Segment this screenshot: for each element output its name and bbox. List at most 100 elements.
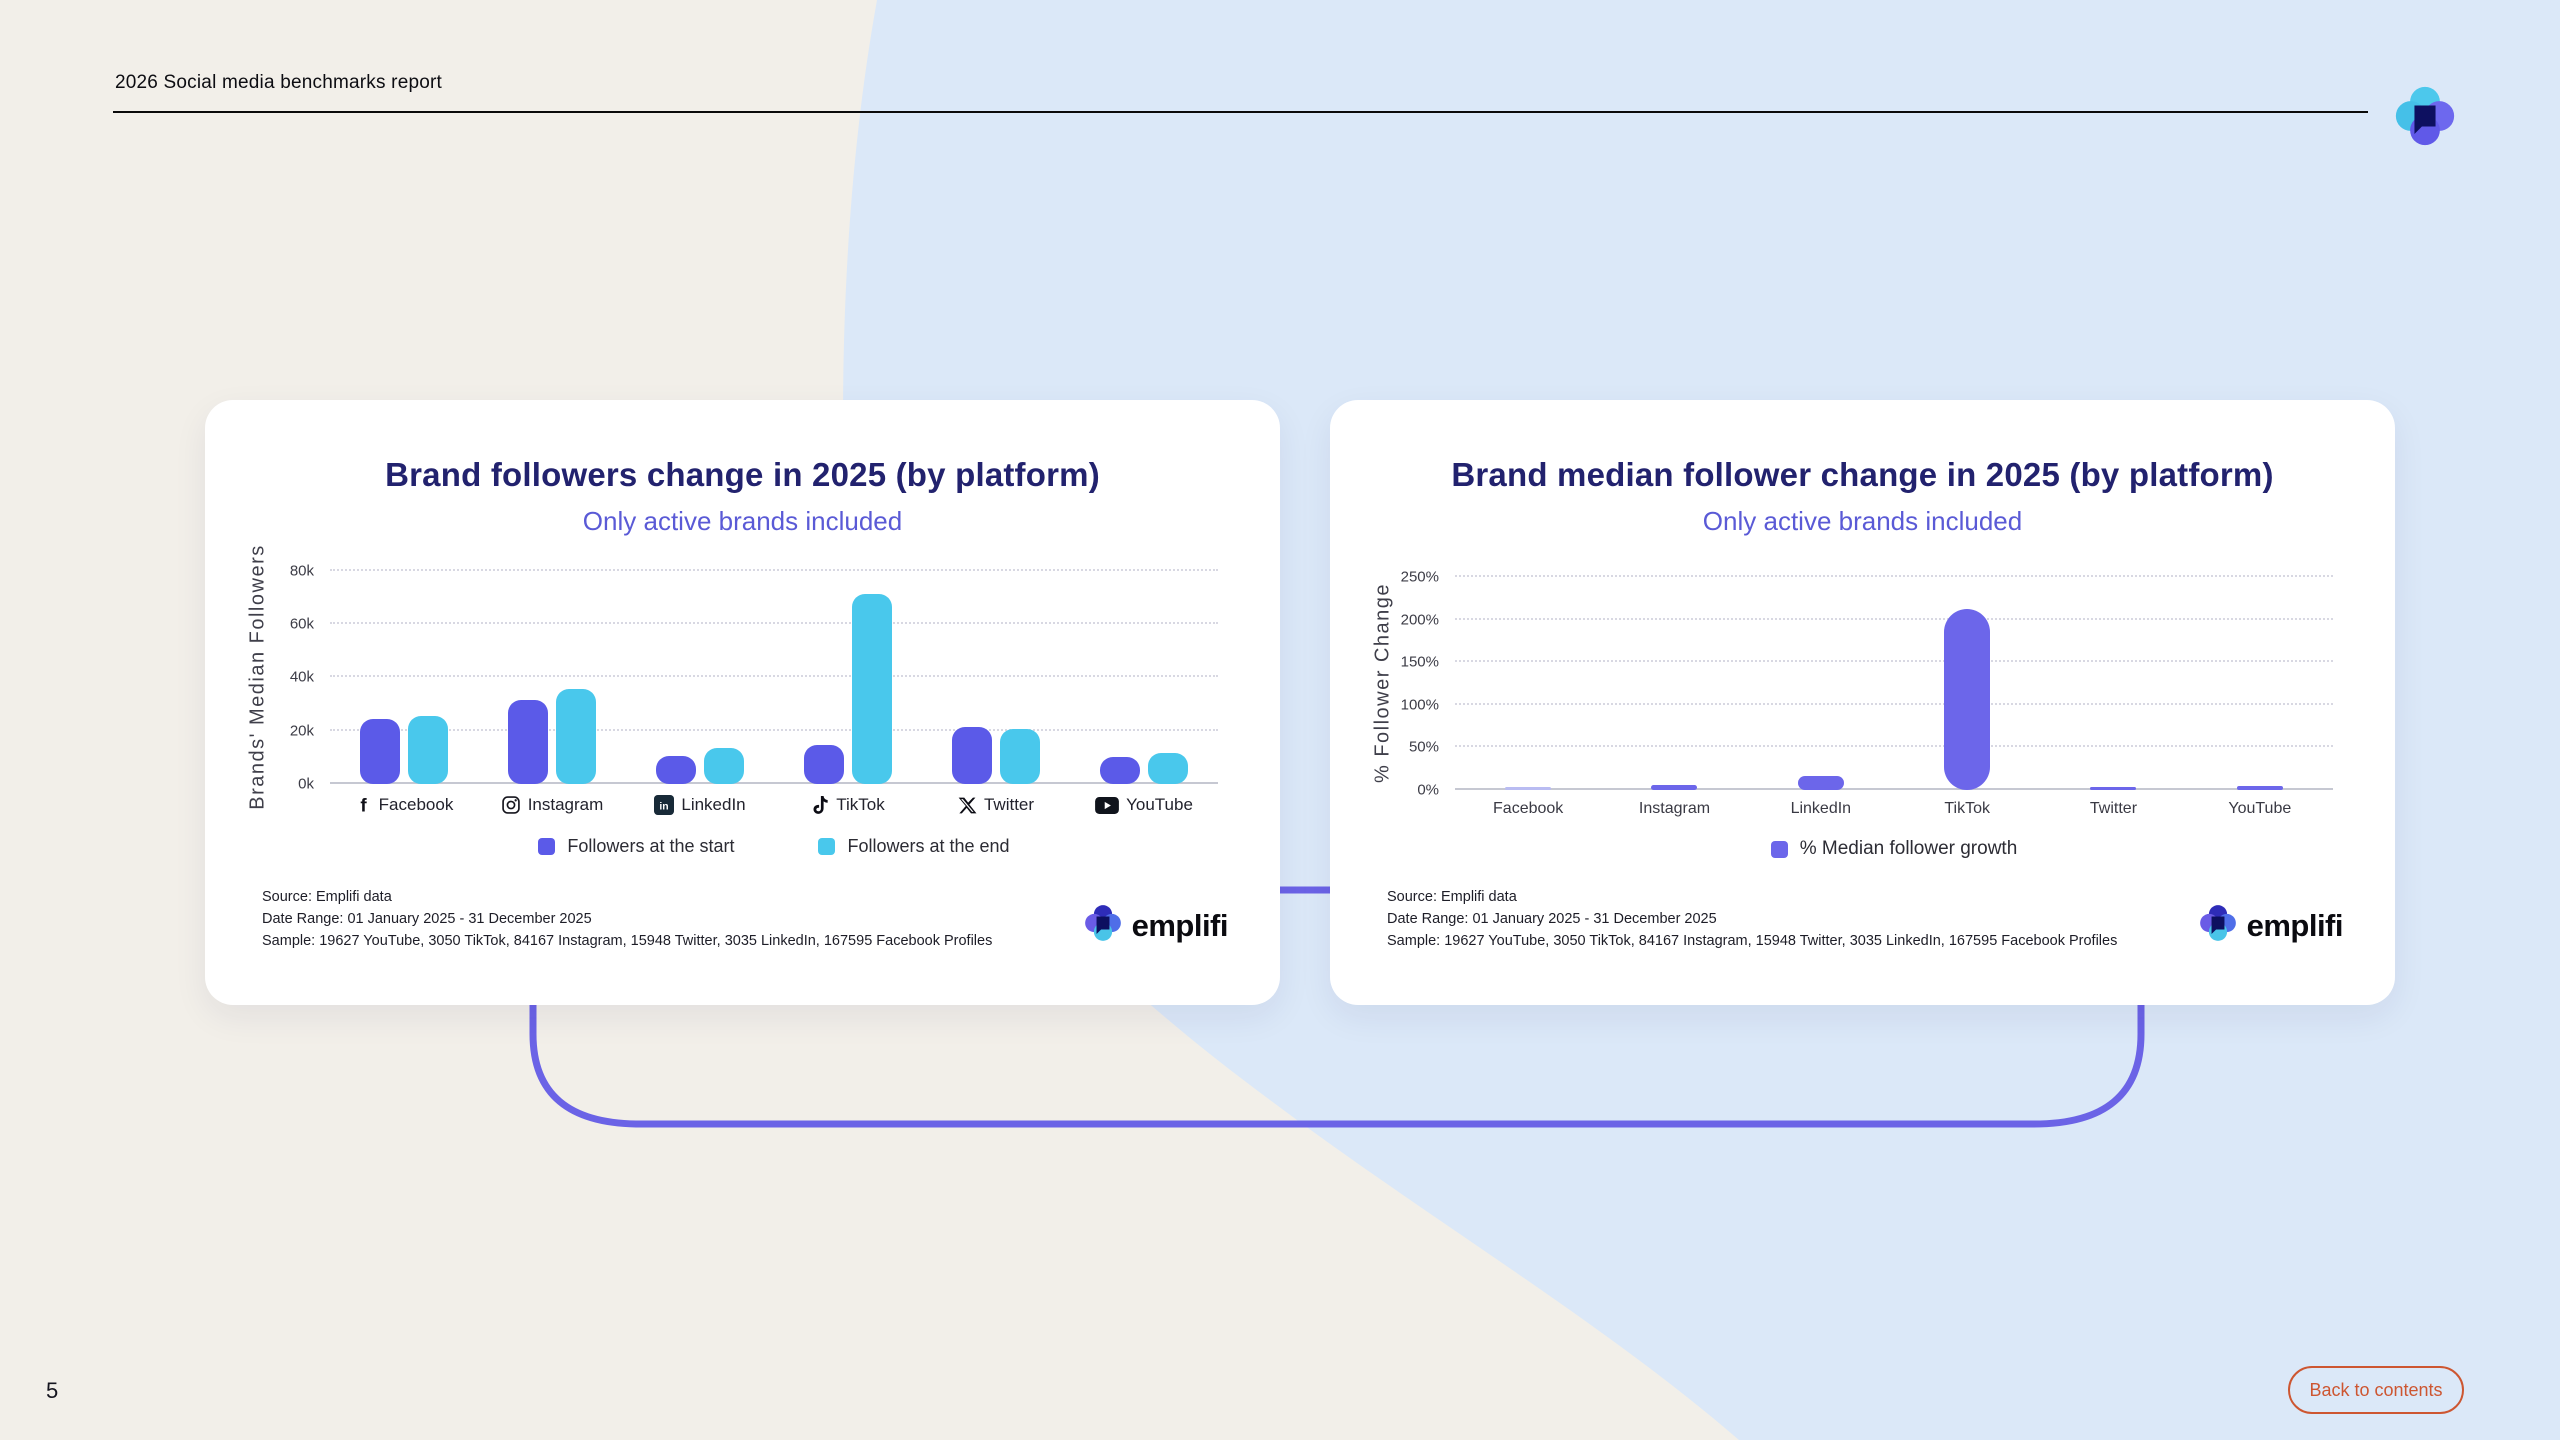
- twitter-x-icon: [958, 796, 977, 815]
- bracket-curve: [529, 998, 2145, 1128]
- emplifi-logo: emplifi: [1084, 904, 1229, 947]
- category-label: Facebook: [378, 795, 454, 814]
- bar-plot: 0% 50% 100% 150% 200% 250%: [1401, 569, 2333, 799]
- back-to-contents-button[interactable]: Back to contents: [2288, 1366, 2464, 1414]
- y-tick-label: 0%: [1417, 781, 1439, 799]
- bar-plot: 0k 20k 40k 60k 80k: [290, 563, 1218, 793]
- legend-swatch: [538, 838, 556, 855]
- category-label: YouTube: [2228, 800, 2292, 817]
- y-tick-label: 100%: [1400, 696, 1439, 714]
- y-tick-label: 60k: [289, 615, 314, 633]
- bar-instagram: [508, 700, 548, 784]
- bar-linkedin: [1797, 776, 1844, 790]
- bar-facebook: [360, 719, 400, 784]
- category-label: Twitter: [983, 795, 1035, 814]
- followers-change-card: Brand followers change in 2025 (by platf…: [205, 400, 1280, 1005]
- legend-label: Followers at the end: [847, 836, 1010, 856]
- bar-twitter: [1000, 729, 1040, 784]
- category-facebook: Facebook: [1455, 800, 1601, 818]
- bar-group-linkedin: [1748, 776, 1894, 790]
- category-label: Twitter: [2089, 800, 2138, 817]
- category-linkedin: in LinkedIn: [626, 794, 774, 816]
- header-divider: [113, 111, 2368, 113]
- bar-instagram: [556, 689, 596, 784]
- bar-youtube: [1148, 753, 1188, 784]
- y-tick-label: 20k: [289, 722, 314, 740]
- category-instagram: Instagram: [1601, 800, 1747, 818]
- legend-label: Followers at the start: [567, 836, 735, 856]
- linkedin-icon: in: [654, 795, 675, 815]
- gridline: [330, 782, 1218, 784]
- emplifi-flower-icon: [1084, 904, 1122, 947]
- gridline: [330, 622, 1218, 624]
- bar-twitter: [2090, 787, 2137, 790]
- gridline: [330, 729, 1218, 731]
- category-label: TikTok: [836, 795, 885, 814]
- legend-label: % Median follower growth: [1799, 838, 2018, 859]
- gridline: [1455, 703, 2333, 705]
- gridline: [330, 675, 1218, 677]
- gridline: [1455, 660, 2333, 662]
- bar-youtube: [2236, 786, 2283, 790]
- bar-twitter: [952, 727, 992, 784]
- bar-facebook: [1505, 787, 1552, 790]
- bar-group-instagram: [1601, 785, 1747, 790]
- svg-text:f: f: [360, 796, 367, 815]
- bar-group-tiktok: [1894, 609, 2040, 790]
- youtube-icon: [1095, 796, 1119, 814]
- instagram-icon: [501, 795, 521, 815]
- bar-group-instagram: [478, 689, 626, 784]
- emplifi-flower-icon: [2199, 904, 2237, 947]
- category-youtube: YouTube: [2187, 800, 2333, 818]
- category-label: LinkedIn: [1790, 800, 1852, 817]
- bar-group-twitter: [922, 727, 1070, 784]
- chart-area: Brands' Median Followers 0k 20k 40k 60k 80k …: [247, 544, 1218, 857]
- emplifi-flower-icon: [2394, 85, 2456, 152]
- facebook-icon: f: [355, 795, 372, 815]
- source-line: Date Range: 01 January 2025 - 31 Decembe…: [262, 910, 592, 927]
- bar-linkedin: [704, 748, 744, 784]
- bar-tiktok: [852, 594, 892, 784]
- gridline: [1455, 575, 2333, 577]
- emplifi-logo: emplifi: [2199, 904, 2344, 947]
- legend-swatch: [1770, 840, 1788, 858]
- gridline: [1455, 745, 2333, 747]
- emplifi-wordmark: emplifi: [1131, 907, 1229, 943]
- category-label: TikTok: [1944, 800, 1990, 817]
- category-twitter: Twitter: [2040, 800, 2186, 818]
- bar-instagram: [1651, 785, 1698, 790]
- emplifi-wordmark: emplifi: [2246, 907, 2344, 943]
- chart-title: Brand median follower change in 2025 (by…: [1451, 456, 2274, 493]
- legend-item: % Median follower growth: [1770, 838, 2018, 860]
- source-note: Source: Emplifi data Date Range: 01 Janu…: [262, 887, 992, 952]
- source-line: Source: Emplifi data: [262, 889, 392, 905]
- category-tiktok: TikTok: [1894, 800, 2040, 818]
- bar-group-linkedin: [626, 748, 774, 784]
- bar-group-tiktok: [774, 594, 922, 784]
- bar-groups: [1455, 577, 2333, 790]
- category-label: Facebook: [1493, 800, 1564, 817]
- svg-text:in: in: [660, 802, 669, 813]
- source-line: Sample: 19627 YouTube, 3050 TikTok, 8416…: [262, 932, 993, 949]
- legend-swatch: [818, 838, 836, 855]
- chart-legend: % Median follower growth: [1455, 838, 2333, 860]
- tiktok-icon: [811, 794, 829, 816]
- y-tick-label: 40k: [289, 668, 314, 686]
- y-tick-label: 50%: [1408, 738, 1439, 756]
- category-label: YouTube: [1126, 795, 1193, 814]
- bar-linkedin: [656, 756, 696, 784]
- gridline: [1455, 618, 2333, 620]
- bar-group-youtube: [2187, 786, 2333, 790]
- bar-group-facebook: [330, 716, 478, 784]
- y-tick-label: 80k: [289, 562, 314, 580]
- legend-item: Followers at the end: [818, 836, 1010, 857]
- category-twitter: Twitter: [922, 794, 1070, 816]
- median-growth-card: Brand median follower change in 2025 (by…: [1330, 400, 2395, 1005]
- source-line: Source: Emplifi data: [1387, 889, 1517, 905]
- bar-youtube: [1100, 757, 1140, 784]
- bar-tiktok: [1944, 609, 1991, 790]
- y-tick-label: 200%: [1400, 611, 1439, 629]
- category-label: Instagram: [1638, 800, 1711, 817]
- chart-area: % Follower Change 0% 50% 100% 150% 200% 250% …: [1372, 569, 2333, 860]
- gridline: [1455, 788, 2333, 790]
